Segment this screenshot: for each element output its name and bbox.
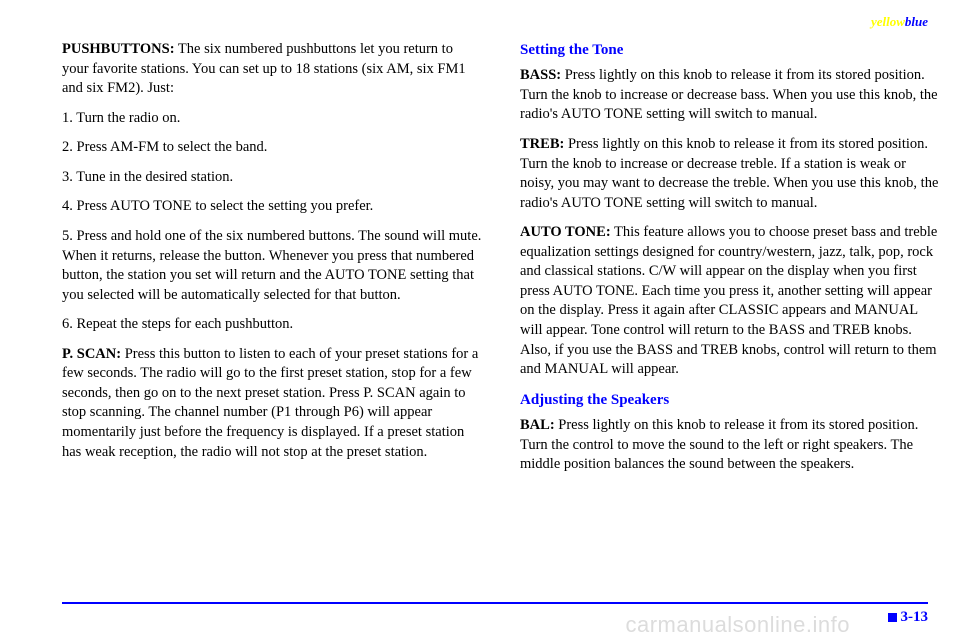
- heading-speakers: Adjusting the Speakers: [520, 390, 940, 410]
- pscan-para: P. SCAN: Press this button to listen to …: [62, 345, 482, 462]
- pushbuttons-para: PUSHBUTTONS: The six numbered pushbutton…: [62, 40, 482, 99]
- bal-label: BAL:: [520, 417, 555, 433]
- header-blue: blue: [905, 14, 928, 29]
- treb-text: Press lightly on this knob to release it…: [520, 136, 938, 211]
- watermark: carmanualsonline.info: [625, 612, 850, 638]
- left-column: PUSHBUTTONS: The six numbered pushbutton…: [62, 40, 482, 472]
- pushbuttons-label: PUSHBUTTONS:: [62, 41, 175, 57]
- step-5: 5. Press and hold one of the six numbere…: [62, 227, 482, 305]
- bass-para: BASS: Press lightly on this knob to rele…: [520, 66, 940, 125]
- bass-text: Press lightly on this knob to release it…: [520, 67, 938, 122]
- step-6: 6. Repeat the steps for each pushbutton.: [62, 315, 482, 335]
- pscan-label: P. SCAN:: [62, 346, 121, 362]
- bal-para: BAL: Press lightly on this knob to relea…: [520, 416, 940, 475]
- treb-label: TREB:: [520, 136, 564, 152]
- step-3: 3. Tune in the desired station.: [62, 168, 482, 188]
- page-bullet-icon: [888, 613, 897, 622]
- header-yellow: yellow: [871, 14, 905, 29]
- step-4: 4. Press AUTO TONE to select the setting…: [62, 197, 482, 217]
- pscan-text: Press this button to listen to each of y…: [62, 346, 478, 460]
- autotone-text: This feature allows you to choose preset…: [520, 224, 937, 377]
- treb-para: TREB: Press lightly on this knob to rele…: [520, 135, 940, 213]
- heading-tone: Setting the Tone: [520, 40, 940, 60]
- footer-rule: [62, 602, 928, 604]
- page-number: 3-13: [888, 609, 929, 626]
- right-column: Setting the Tone BASS: Press lightly on …: [520, 40, 940, 485]
- autotone-label: AUTO TONE:: [520, 224, 611, 240]
- autotone-para: AUTO TONE: This feature allows you to ch…: [520, 223, 940, 380]
- step-2: 2. Press AM-FM to select the band.: [62, 138, 482, 158]
- step-1: 1. Turn the radio on.: [62, 109, 482, 129]
- bass-label: BASS:: [520, 67, 561, 83]
- page-number-text: 3-13: [901, 609, 929, 625]
- header-marker: yellowblue: [871, 14, 928, 30]
- bal-text: Press lightly on this knob to release it…: [520, 417, 918, 472]
